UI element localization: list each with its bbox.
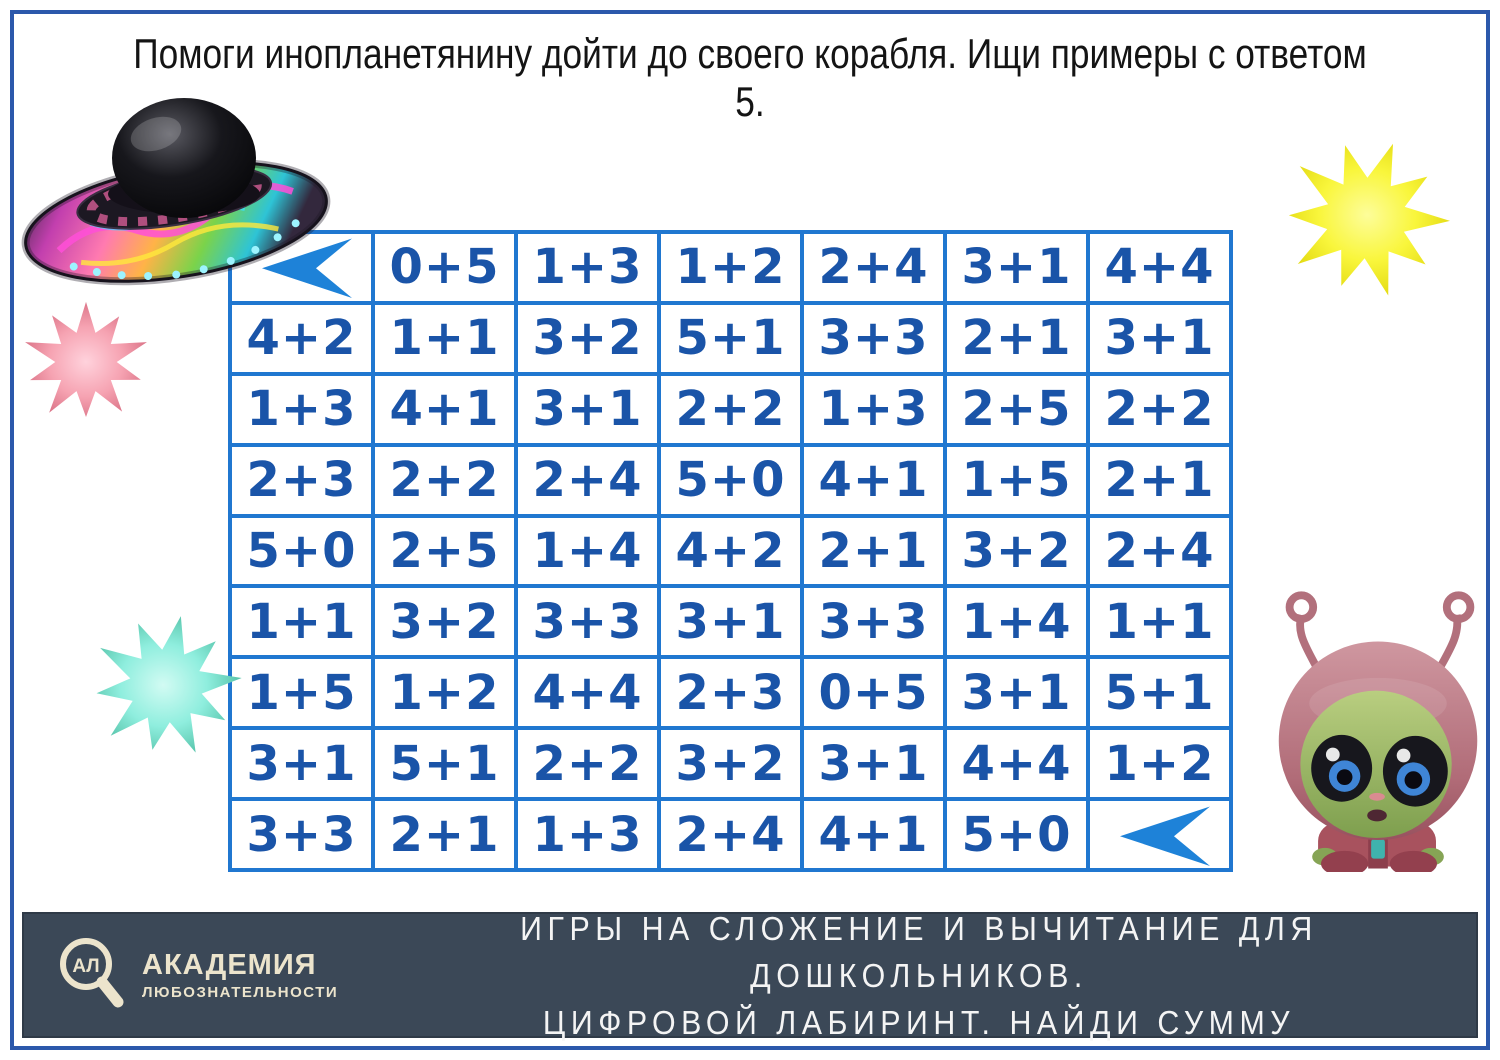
maze-cell: 2+4 bbox=[518, 446, 657, 514]
alien-illustration bbox=[1278, 591, 1478, 872]
maze-cell: 2+2 bbox=[375, 446, 514, 514]
maze-cell: 1+4 bbox=[947, 588, 1086, 656]
maze-cell: 5+1 bbox=[1090, 659, 1229, 727]
maze-cell: 0+5 bbox=[375, 234, 514, 301]
star-cyan-icon bbox=[96, 616, 242, 753]
arrow-left-icon bbox=[261, 238, 352, 299]
maze-cell: 1+5 bbox=[947, 446, 1086, 514]
maze-cell: 1+2 bbox=[1090, 730, 1229, 798]
maze-cell: 3+1 bbox=[947, 234, 1086, 301]
maze-cell: 3+3 bbox=[232, 801, 371, 868]
footer-caption: ИГРЫ НА СЛОЖЕНИЕ И ВЫЧИТАНИЕ ДЛЯ ДОШКОЛЬ… bbox=[392, 905, 1476, 1046]
maze-exit-arrow-cell bbox=[1090, 801, 1229, 868]
star-pink-icon bbox=[25, 301, 147, 418]
maze-cell: 4+2 bbox=[232, 304, 371, 372]
maze-cell: 1+1 bbox=[1090, 588, 1229, 656]
maze-cell: 3+2 bbox=[375, 588, 514, 656]
maze-cell: 5+0 bbox=[947, 801, 1086, 868]
footer-banner: АЛ АКАДЕМИЯ ЛЮБОЗНАТЕЛЬНОСТИ ИГРЫ НА СЛО… bbox=[22, 910, 1478, 1041]
star-yellow-icon bbox=[1288, 143, 1450, 296]
maze-cell: 2+1 bbox=[804, 517, 943, 585]
maze-cell: 4+4 bbox=[518, 659, 657, 727]
maze-cell: 2+1 bbox=[375, 801, 514, 868]
maze-cell: 1+2 bbox=[661, 234, 800, 301]
magnifier-icon: АЛ bbox=[60, 938, 124, 1008]
maze-cell: 3+1 bbox=[232, 730, 371, 798]
maze-cell: 2+2 bbox=[518, 730, 657, 798]
maze-cell: 1+2 bbox=[375, 659, 514, 727]
footer-caption-line1: ИГРЫ НА СЛОЖЕНИЕ И ВЫЧИТАНИЕ ДЛЯ ДОШКОЛЬ… bbox=[520, 909, 1318, 994]
maze-cell: 2+5 bbox=[947, 375, 1086, 443]
maze-cell: 5+0 bbox=[661, 446, 800, 514]
maze-cell: 3+3 bbox=[804, 588, 943, 656]
maze-cell: 3+1 bbox=[947, 659, 1086, 727]
maze-cell: 2+3 bbox=[232, 446, 371, 514]
maze-cell: 3+2 bbox=[518, 304, 657, 372]
maze-cell: 4+1 bbox=[804, 801, 943, 868]
maze-cell: 2+1 bbox=[947, 304, 1086, 372]
maze-cell: 3+1 bbox=[804, 730, 943, 798]
maze-cell: 1+4 bbox=[518, 517, 657, 585]
maze-cell: 1+3 bbox=[232, 375, 371, 443]
maze-cell: 4+1 bbox=[804, 446, 943, 514]
maze-cell: 2+2 bbox=[1090, 375, 1229, 443]
maze-cell: 5+0 bbox=[232, 517, 371, 585]
brand-logo: АЛ АКАДЕМИЯ ЛЮБОЗНАТЕЛЬНОСТИ bbox=[52, 932, 392, 1018]
logo-subtitle: ЛЮБОЗНАТЕЛЬНОСТИ bbox=[142, 984, 339, 1001]
maze-cell: 3+1 bbox=[1090, 304, 1229, 372]
maze-cell: 2+2 bbox=[661, 375, 800, 443]
maze-cell: 1+5 bbox=[232, 659, 371, 727]
maze-cell: 1+3 bbox=[804, 375, 943, 443]
maze-cell: 1+3 bbox=[518, 801, 657, 868]
maze-cell: 1+1 bbox=[375, 304, 514, 372]
maze-cell: 2+4 bbox=[804, 234, 943, 301]
arrow-left-icon bbox=[1119, 806, 1210, 866]
maze-grid: 0+5 1+3 1+2 2+4 3+1 4+4 4+2 1+1 3+2 5+1 3+3 2+1 3+1 1… bbox=[228, 230, 1233, 872]
maze-entry-arrow-cell bbox=[232, 234, 371, 301]
maze-cell: 2+4 bbox=[661, 801, 800, 868]
logo-abbr: АЛ bbox=[72, 956, 99, 977]
maze-cell: 3+3 bbox=[518, 588, 657, 656]
maze-cell: 3+3 bbox=[804, 304, 943, 372]
maze-cell: 3+2 bbox=[947, 517, 1086, 585]
logo-name: АКАДЕМИЯ bbox=[142, 949, 317, 981]
maze-cell: 0+5 bbox=[804, 659, 943, 727]
maze-cell: 4+2 bbox=[661, 517, 800, 585]
maze-cell: 4+1 bbox=[375, 375, 514, 443]
maze-cell: 3+1 bbox=[661, 588, 800, 656]
maze-cell: 4+4 bbox=[1090, 234, 1229, 301]
page-title: Помоги инопланетянину дойти до своего ко… bbox=[133, 30, 1367, 125]
maze-cell: 3+1 bbox=[518, 375, 657, 443]
footer-caption-line2: ЦИФРОВОЙ ЛАБИРИНТ. НАЙДИ СУММУ bbox=[542, 1003, 1296, 1041]
maze-cell: 2+3 bbox=[661, 659, 800, 727]
maze-cell: 1+1 bbox=[232, 588, 371, 656]
maze-cell: 5+1 bbox=[661, 304, 800, 372]
maze-cell: 2+5 bbox=[375, 517, 514, 585]
maze-cell: 1+3 bbox=[518, 234, 657, 301]
maze-cell: 5+1 bbox=[375, 730, 514, 798]
maze-cell: 3+2 bbox=[661, 730, 800, 798]
maze-cell: 2+4 bbox=[1090, 517, 1229, 585]
maze-cell: 2+1 bbox=[1090, 446, 1229, 514]
maze-cell: 4+4 bbox=[947, 730, 1086, 798]
